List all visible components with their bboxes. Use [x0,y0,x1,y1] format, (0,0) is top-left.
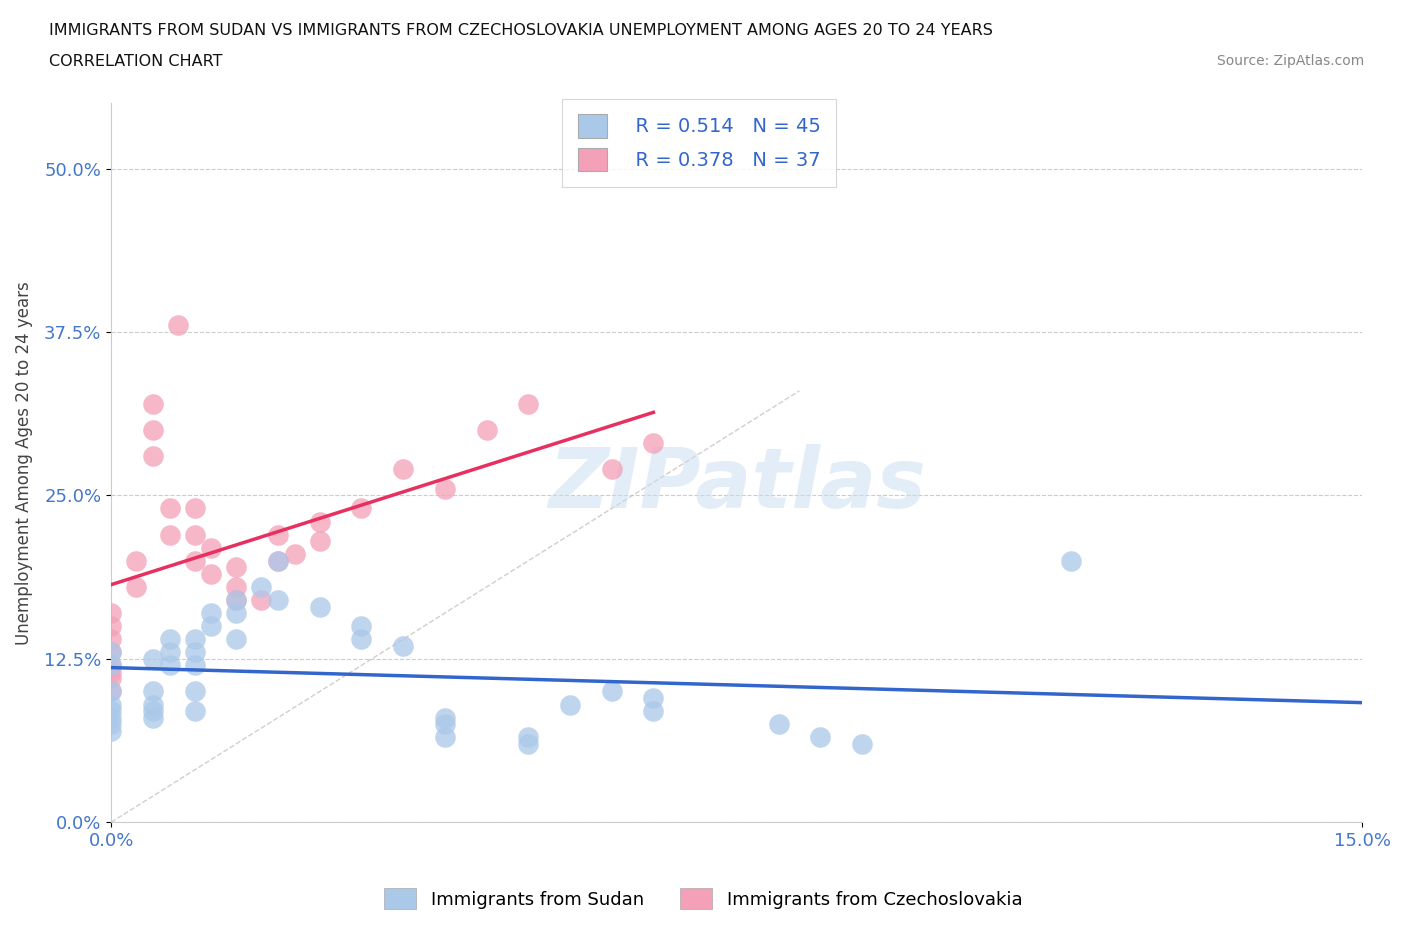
Point [159,644,181,659]
Point [643,435,665,450]
Point [183,501,205,516]
Point [433,730,456,745]
Y-axis label: Unemployment Among Ages 20 to 24 years: Unemployment Among Ages 20 to 24 years [15,281,32,644]
Point [142,704,165,719]
Point [100,704,122,719]
Legend: Immigrants from Sudan, Immigrants from Czechoslovakia: Immigrants from Sudan, Immigrants from C… [377,881,1029,916]
Point [225,592,247,607]
Point [183,684,205,699]
Point [808,730,831,745]
Point [308,599,330,614]
Point [308,514,330,529]
Point [100,684,122,699]
Point [225,560,247,575]
Point [267,527,290,542]
Point [392,462,415,477]
Point [142,684,165,699]
Point [100,618,122,633]
Point [225,579,247,594]
Point [142,651,165,666]
Text: IMMIGRANTS FROM SUDAN VS IMMIGRANTS FROM CZECHOSLOVAKIA UNEMPLOYMENT AMONG AGES : IMMIGRANTS FROM SUDAN VS IMMIGRANTS FROM… [49,23,993,38]
Point [517,730,540,745]
Point [225,631,247,646]
Point [350,631,373,646]
Point [100,658,122,672]
Point [100,644,122,659]
Point [159,501,181,516]
Point [183,704,205,719]
Legend:   R = 0.514   N = 45,   R = 0.378   N = 37: R = 0.514 N = 45, R = 0.378 N = 37 [562,99,837,187]
Point [100,684,122,699]
Point [183,658,205,672]
Point [433,711,456,725]
Point [225,592,247,607]
Point [225,605,247,620]
Point [100,671,122,685]
Point [125,553,148,568]
Point [851,737,873,751]
Point [142,396,165,411]
Point [200,566,222,581]
Point [250,592,273,607]
Point [267,553,290,568]
Point [1059,553,1081,568]
Point [100,664,122,679]
Point [183,631,205,646]
Point [159,527,181,542]
Point [392,638,415,653]
Point [159,631,181,646]
Point [100,698,122,712]
Point [350,618,373,633]
Point [100,711,122,725]
Point [475,422,498,437]
Point [517,396,540,411]
Point [250,579,273,594]
Point [167,318,190,333]
Point [284,547,307,562]
Point [183,553,205,568]
Point [643,691,665,706]
Point [142,711,165,725]
Point [142,449,165,464]
Point [600,684,623,699]
Point [200,540,222,555]
Point [433,717,456,732]
Point [517,737,540,751]
Text: Source: ZipAtlas.com: Source: ZipAtlas.com [1216,54,1364,68]
Point [267,592,290,607]
Point [308,534,330,549]
Point [600,462,623,477]
Point [100,724,122,738]
Point [267,553,290,568]
Point [643,704,665,719]
Point [100,644,122,659]
Point [100,631,122,646]
Point [183,527,205,542]
Point [100,605,122,620]
Point [200,605,222,620]
Text: ZIPatlas: ZIPatlas [548,444,925,525]
Point [100,658,122,672]
Point [350,501,373,516]
Text: CORRELATION CHART: CORRELATION CHART [49,54,222,69]
Point [125,579,148,594]
Point [200,618,222,633]
Point [768,717,790,732]
Point [142,698,165,712]
Point [159,658,181,672]
Point [142,422,165,437]
Point [183,644,205,659]
Point [433,482,456,497]
Point [100,717,122,732]
Point [558,698,581,712]
